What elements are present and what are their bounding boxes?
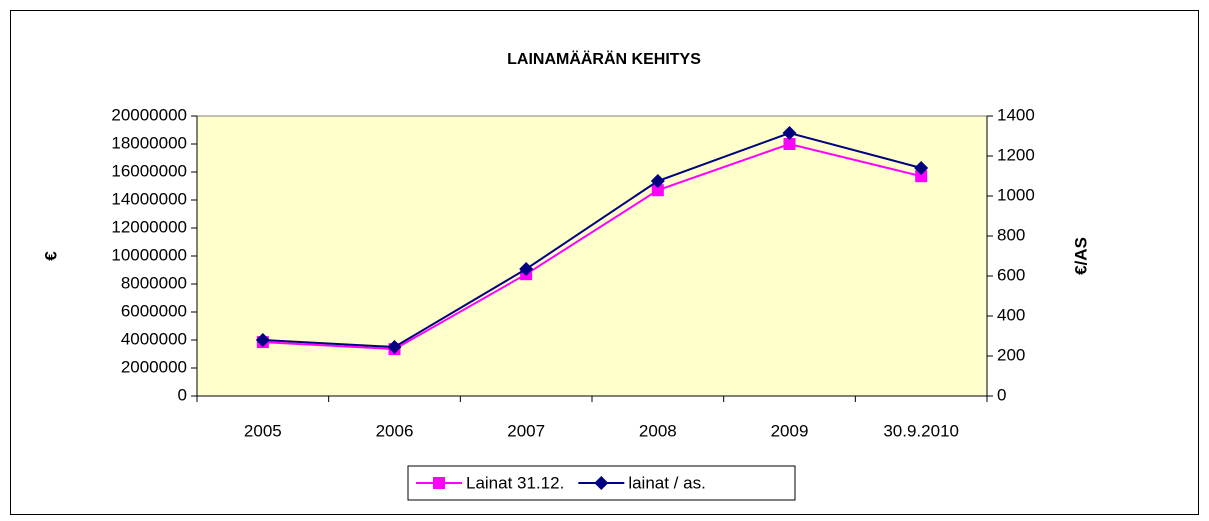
y2-tick-label: 200 [997, 345, 1025, 364]
point [650, 174, 665, 188]
y2-tick-label: 1000 [997, 185, 1035, 204]
y-tick-label: 10000000 [111, 245, 187, 264]
point [914, 161, 929, 175]
legend-marker [433, 477, 445, 489]
y2-tick-label: 600 [997, 265, 1025, 284]
y2-axis-label: €/AS [1071, 237, 1090, 275]
y-axis-label: € [41, 251, 60, 261]
point [519, 262, 534, 276]
x-tick-label: 2005 [244, 421, 282, 440]
legend-label: lainat / as. [628, 473, 706, 492]
y-tick-label: 6000000 [121, 301, 187, 320]
legend-label: Lainat 31.12. [466, 473, 564, 492]
x-tick-label: 2008 [639, 421, 677, 440]
y2-tick-label: 1400 [997, 105, 1035, 124]
y-tick-label: 16000000 [111, 161, 187, 180]
plot-area [196, 115, 988, 397]
y-tick-label: 4000000 [121, 329, 187, 348]
chart-title: LAINAMÄÄRÄN KEHITYS [507, 50, 701, 68]
series-line [262, 131, 922, 349]
point [651, 184, 664, 197]
y-tick-label: 12000000 [111, 217, 187, 236]
y-tick-label: 20000000 [111, 105, 187, 124]
x-tick-label: 30.9.2010 [883, 421, 959, 440]
x-tick-label: 2009 [771, 421, 809, 440]
series-line [262, 142, 922, 351]
y-tick-label: 14000000 [111, 189, 187, 208]
y-tick-label: 8000000 [121, 273, 187, 292]
y-tick-label: 0 [178, 385, 187, 404]
y2-tick-label: 0 [997, 385, 1006, 404]
point [255, 333, 270, 347]
point [783, 138, 796, 150]
x-tick-label: 2006 [376, 421, 414, 440]
point [915, 170, 928, 183]
legend-marker [594, 476, 609, 490]
y2-tick-label: 800 [997, 225, 1025, 244]
point [387, 340, 402, 354]
y2-tick-label: 400 [997, 305, 1025, 324]
point [782, 126, 797, 140]
y-tick-label: 2000000 [121, 357, 187, 376]
y-tick-label: 18000000 [111, 133, 187, 152]
x-tick-label: 2007 [507, 421, 545, 440]
y2-tick-label: 1200 [997, 145, 1035, 164]
